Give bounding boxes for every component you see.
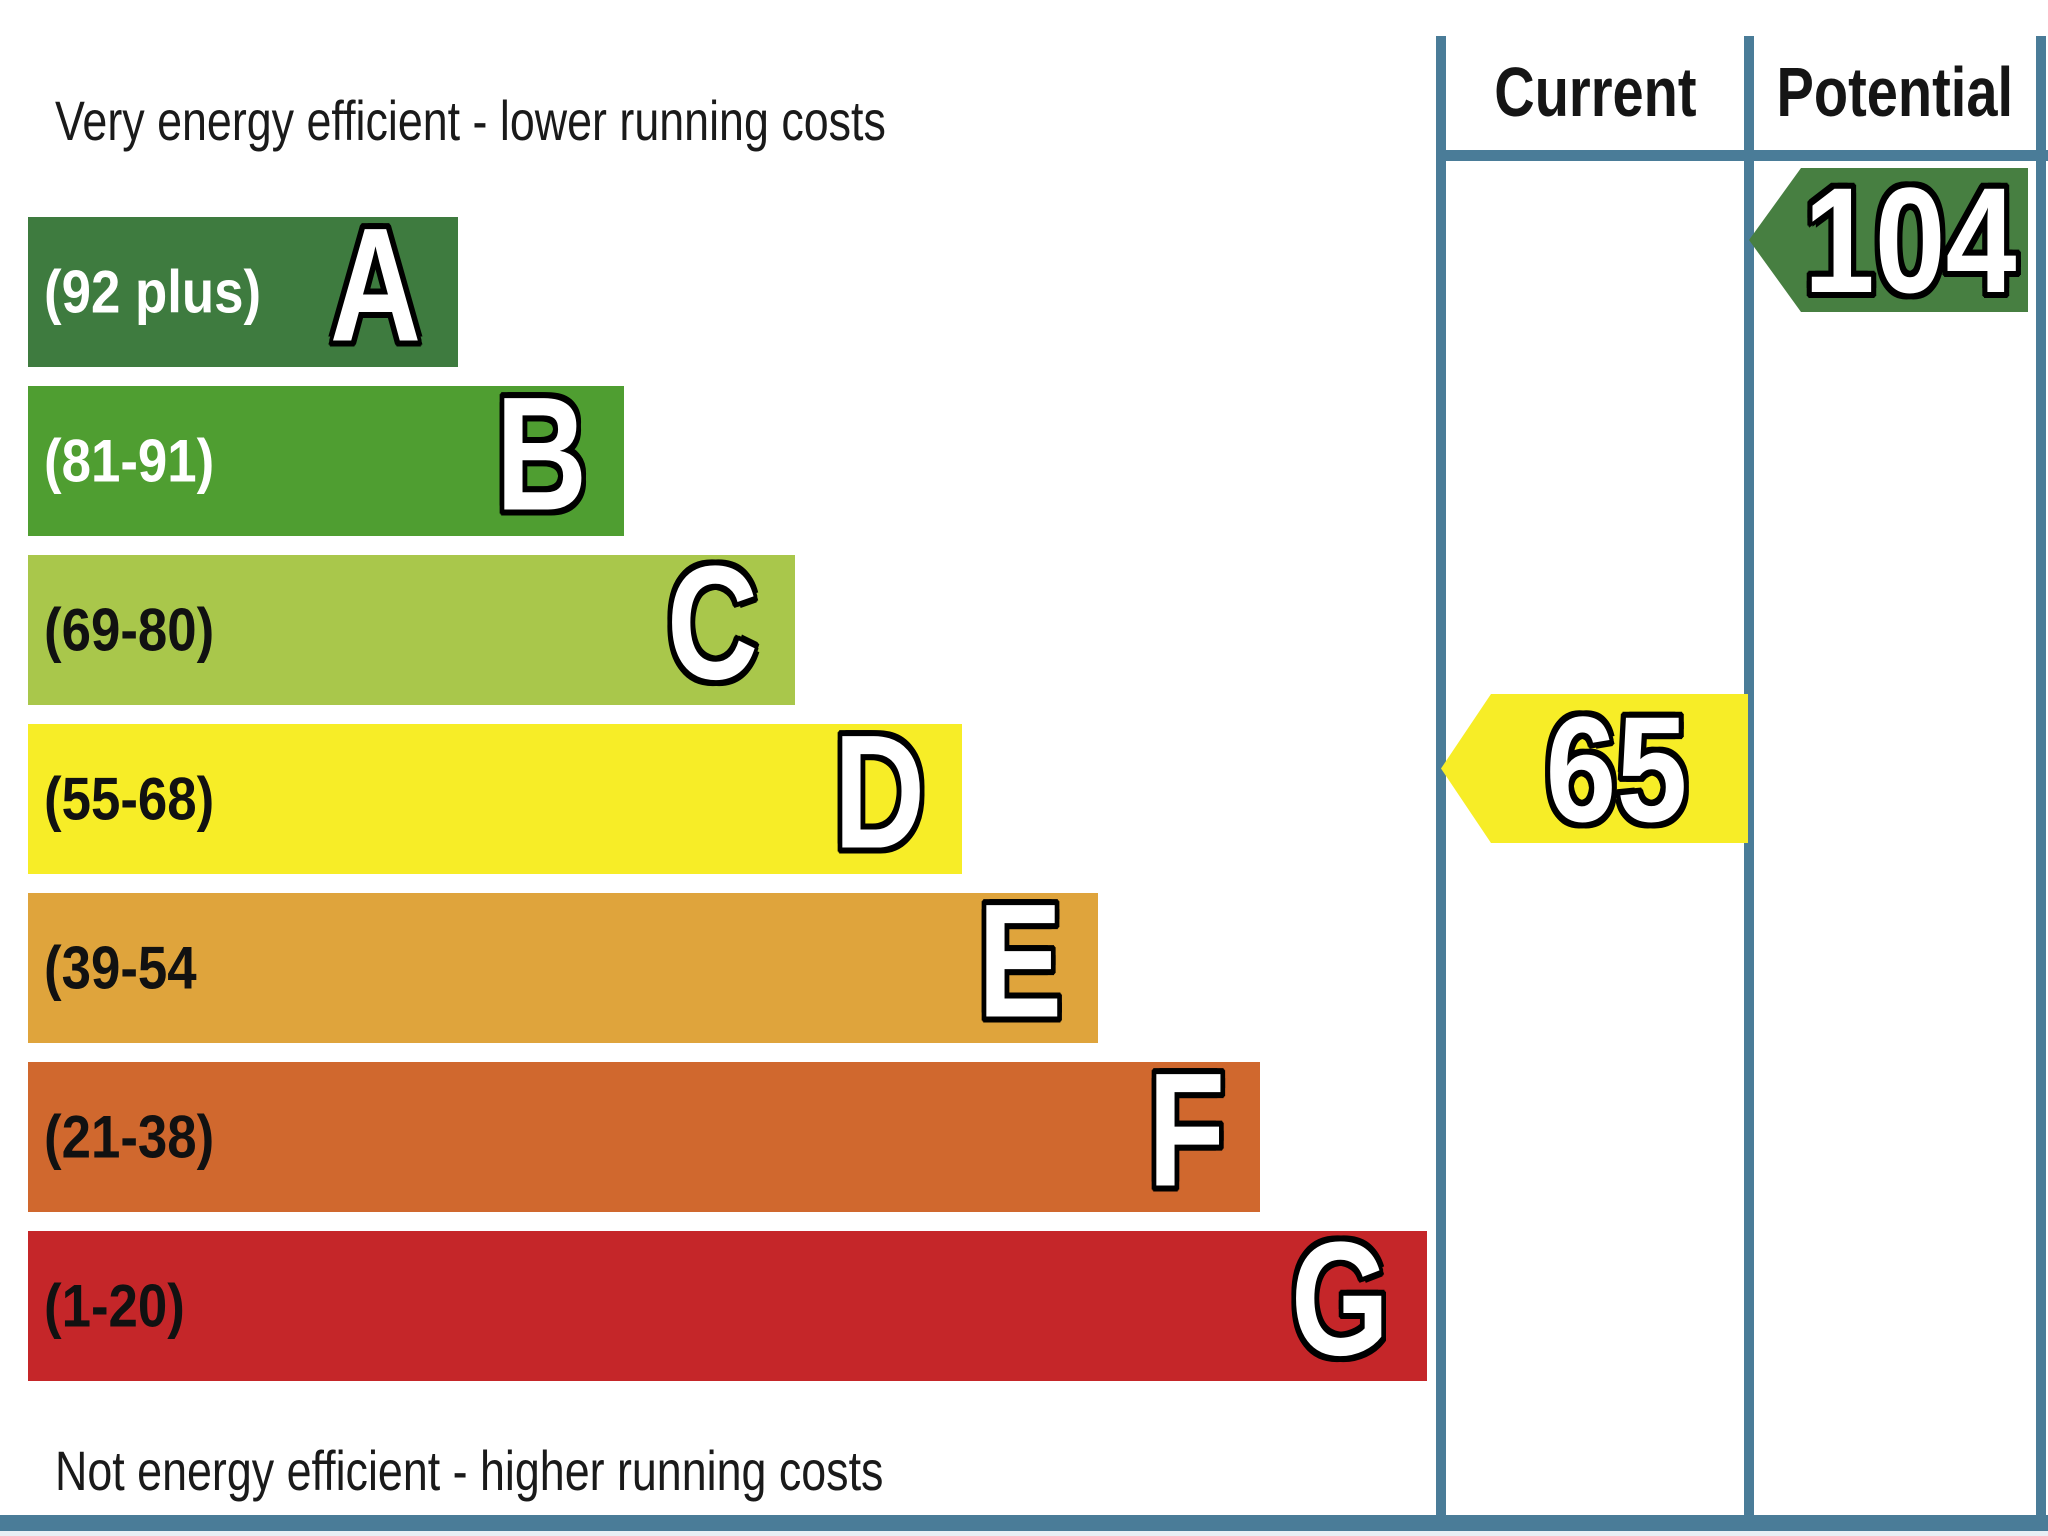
table-divider-middle (1744, 36, 1754, 1515)
bottom-light-strip (0, 1531, 2048, 1536)
table-divider-left (1436, 36, 1446, 1515)
caption-bottom: Not energy efficient - higher running co… (55, 1439, 884, 1502)
band-c-range-label: (69-80) (44, 596, 215, 664)
band-a-letter: A (329, 194, 422, 376)
bottom-rule (0, 1515, 2048, 1531)
band-row-d: (55-68) D (28, 711, 962, 874)
band-e-letter: E (977, 870, 1063, 1052)
band-row-a: (92 plus) A (28, 204, 458, 367)
column-header-current: Current (1446, 36, 1744, 148)
band-b-range-label: (81-91) (44, 427, 215, 495)
band-row-f: (21-38) F (28, 1049, 1260, 1212)
band-g-range-label: (1-20) (44, 1272, 185, 1340)
band-f-range-label: (21-38) (44, 1103, 215, 1171)
caption-top: Very energy efficient - lower running co… (55, 89, 886, 152)
band-row-e: (39-54 E (28, 880, 1098, 1043)
band-a-range-label: (92 plus) (44, 258, 262, 326)
table-header-rule (1436, 150, 2048, 161)
band-d-letter: D (833, 701, 926, 883)
band-e-range-label: (39-54 (44, 934, 197, 1002)
band-d-range-label: (55-68) (44, 765, 215, 833)
current-rating-arrow: 65 (1441, 694, 1748, 843)
band-row-b: (81-91) B (28, 373, 624, 536)
current-rating-value: 65 (1545, 684, 1688, 853)
band-c-letter: C (666, 532, 759, 714)
column-header-current-label: Current (1493, 53, 1697, 131)
table-divider-right (2036, 36, 2046, 1515)
band-row-g: (1-20) G (28, 1218, 1427, 1381)
band-row-c: (69-80) C (28, 542, 795, 705)
band-b-letter: B (495, 363, 588, 545)
column-header-potential-label: Potential (1776, 53, 2014, 131)
potential-rating-arrow: 104 (1749, 168, 2028, 312)
column-header-potential: Potential (1754, 36, 2036, 148)
band-g-letter: G (1290, 1208, 1390, 1390)
potential-rating-value: 104 (1804, 156, 2017, 324)
band-f-letter: F (1147, 1039, 1226, 1221)
